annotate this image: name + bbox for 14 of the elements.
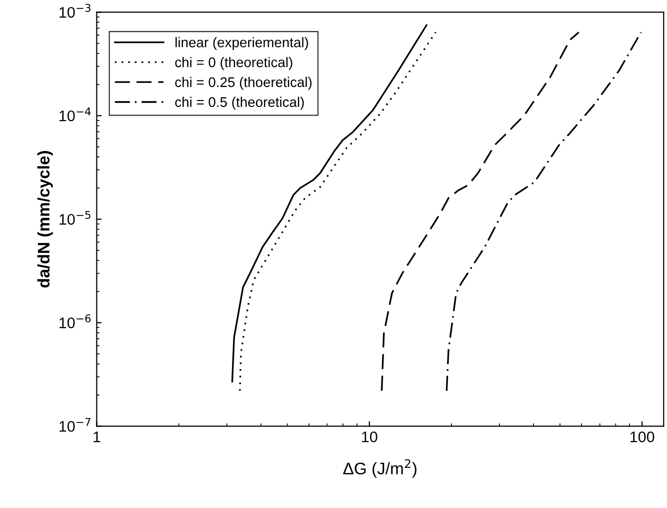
legend-label: linear (experiemental): [176, 37, 308, 50]
y-tick-label: 10$^{−5}$: [60, 210, 90, 225]
x-tick-label: 10: [362, 431, 378, 442]
y-tick-label: 10$^{−4}$: [60, 107, 91, 122]
x-tick-label: 100: [630, 431, 654, 442]
legend-label: chi = 0.25 (thoeretical): [175, 76, 312, 90]
legend-label: chi = 0 (theoretical): [175, 57, 292, 70]
y-axis-title: da/dN (mm/cycle): [37, 151, 53, 288]
x-tick-label: 1: [94, 432, 100, 442]
y-tick-label: 10$^{−7}$: [60, 418, 90, 432]
x-axis-title: ΔG (J/m$^{2}$): [343, 459, 416, 478]
legend-label: chi = 0.5 (theoretical): [175, 96, 304, 110]
y-tick-label: 10$^{−6}$: [60, 314, 91, 328]
y-tick-label: 10$^{−3}$: [60, 4, 90, 18]
